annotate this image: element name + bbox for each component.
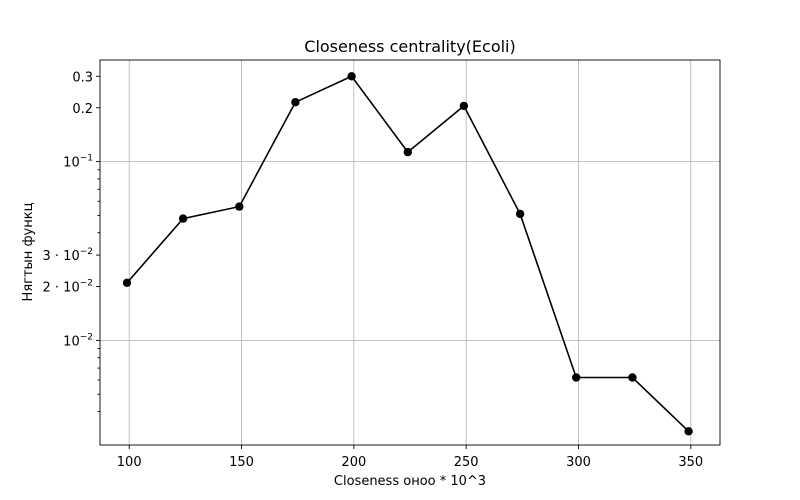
data-point xyxy=(515,209,525,219)
y-tick-label-base: 0.2 xyxy=(72,102,93,117)
data-point xyxy=(291,98,300,107)
data-points xyxy=(122,72,693,436)
data-point xyxy=(628,373,637,382)
y-tick-label: 2 · 10−2 xyxy=(43,279,94,296)
y-tick-label-base: 10 xyxy=(63,156,80,171)
plot-frame xyxy=(99,59,721,446)
chart-title: Closeness centrality(Ecoli) xyxy=(304,37,515,56)
x-tick-label: 350 xyxy=(678,455,703,470)
series-line-layer xyxy=(126,75,690,432)
y-tick-label-base: 3 · 10 xyxy=(43,249,80,264)
x-tick-label: 150 xyxy=(229,455,254,470)
y-tick-label: 3 · 10−2 xyxy=(43,247,94,264)
y-tick-label-base: 10 xyxy=(63,334,80,349)
x-tick-label: 300 xyxy=(566,455,591,470)
data-point xyxy=(178,214,188,223)
data-point xyxy=(122,278,132,287)
x-axis-label: Closeness онoo * 10^3 xyxy=(334,474,486,489)
data-point xyxy=(403,147,412,157)
data-point xyxy=(235,202,244,211)
y-tick-label-exponent: −1 xyxy=(80,154,93,164)
y-tick-label: 0.2 xyxy=(72,102,93,117)
x-tick-label: 250 xyxy=(454,455,479,470)
data-point xyxy=(459,101,469,111)
y-tick-label: 0.3 xyxy=(72,70,93,85)
data-point xyxy=(684,427,693,436)
y-tick-label: 10−1 xyxy=(63,154,93,171)
x-tick-label: 200 xyxy=(341,455,366,470)
x-tick-label: 100 xyxy=(117,455,142,470)
y-tick-label-base: 2 · 10 xyxy=(43,281,80,296)
series-line xyxy=(126,75,690,432)
data-point xyxy=(347,72,356,81)
y-tick-label-exponent: −2 xyxy=(80,247,93,257)
data-point xyxy=(572,373,581,382)
y-tick-label-exponent: −2 xyxy=(80,332,93,342)
grid-layer xyxy=(100,60,720,445)
y-axis-label: Нягтын функц xyxy=(21,202,36,301)
y-tick-label-base: 0.3 xyxy=(72,70,93,85)
y-tick-label: 10−2 xyxy=(63,332,93,349)
y-tick-label-exponent: −2 xyxy=(80,279,93,289)
